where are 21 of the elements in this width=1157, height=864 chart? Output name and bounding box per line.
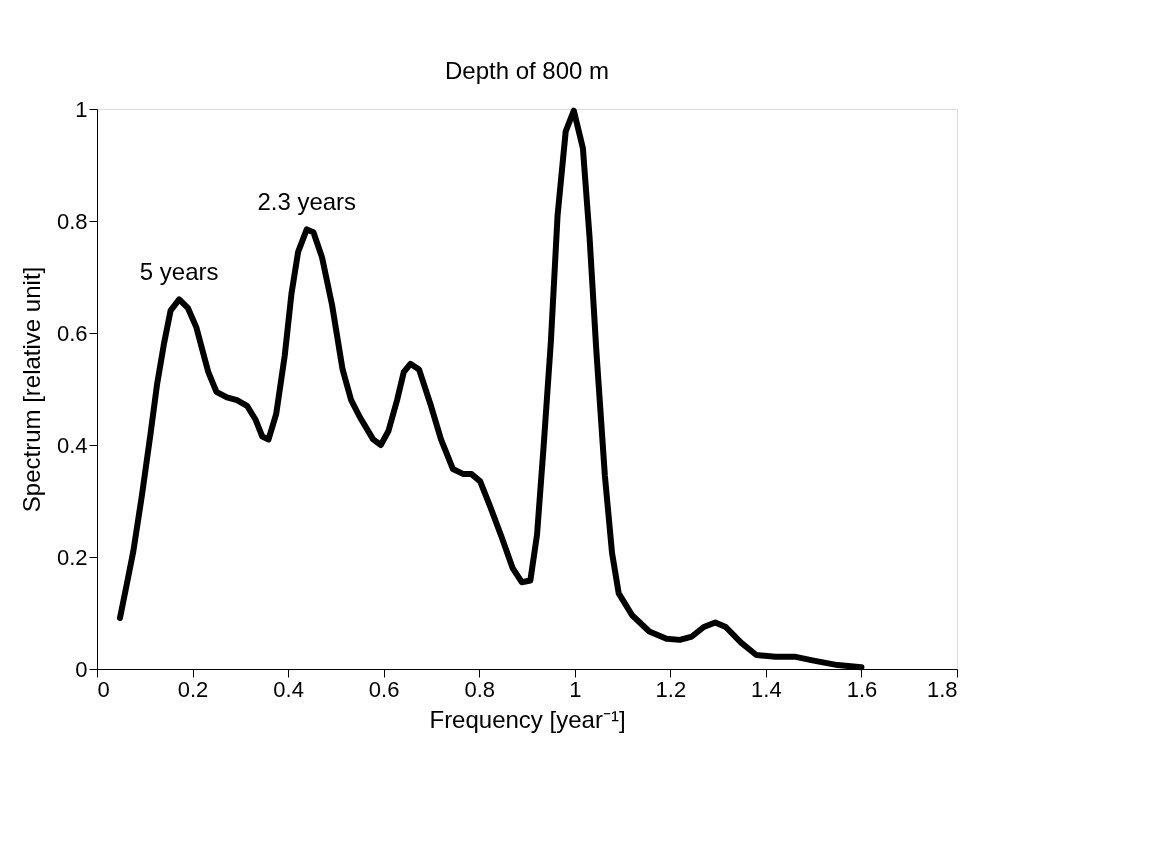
annotation: 5 years <box>139 258 219 286</box>
x-tick-label: 0.4 <box>273 676 304 702</box>
x-tick-label: 1.4 <box>751 676 782 702</box>
y-tick-label: 0.6 <box>56 320 88 346</box>
y-tick-label: 0.4 <box>56 432 88 458</box>
y-tick-label: 0.8 <box>56 208 88 234</box>
x-tick-label: 1 <box>569 676 582 702</box>
y-tick-label: 0.2 <box>56 544 88 570</box>
y-tick-label: 0 <box>75 656 88 682</box>
y-axis-title: Spectrum [relative unit] <box>17 266 45 513</box>
x-tick-label: 0.8 <box>464 676 496 702</box>
chart-title: Depth of 800 m <box>444 57 610 84</box>
x-tick-label: 0.6 <box>368 676 400 702</box>
annotation: 2.3 years <box>257 188 357 216</box>
y-tick-label: 1 <box>75 96 88 122</box>
x-tick-label: 1.2 <box>655 676 687 702</box>
x-tick-label: 1.8 <box>926 676 958 702</box>
x-tick-label: 1.6 <box>846 676 878 702</box>
x-tick-label: 0 <box>97 676 110 702</box>
x-tick-label: 0.2 <box>177 676 209 702</box>
x-axis-title: Frequency [year⁻¹] <box>429 705 626 733</box>
